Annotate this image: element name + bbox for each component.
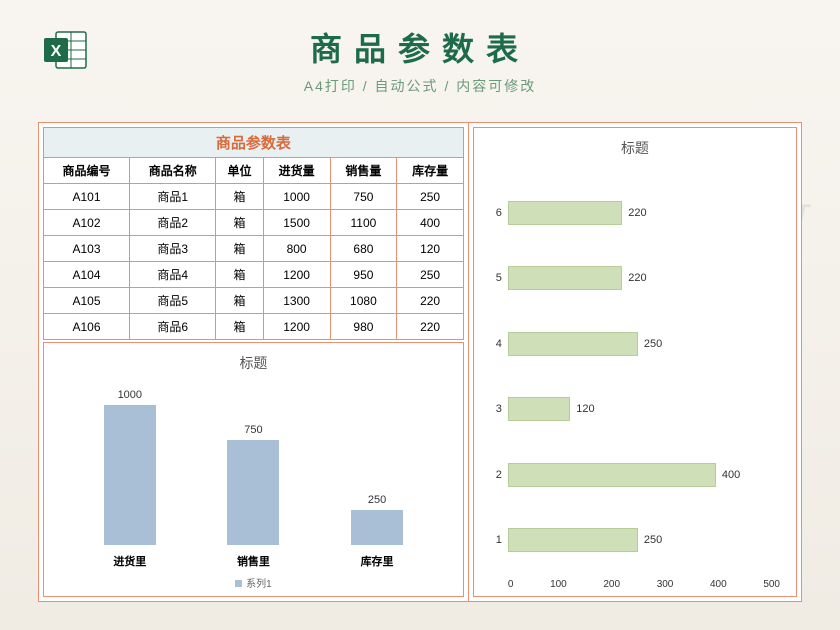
table-cell: 220	[397, 288, 463, 314]
table-row: A105商品5箱13001080220	[44, 288, 463, 314]
table-cell: 220	[397, 314, 463, 340]
vbar: 750销售里	[213, 424, 293, 569]
table-cell: 商品1	[130, 184, 216, 210]
table-row: A104商品4箱1200950250	[44, 262, 463, 288]
vchart-legend: 系列1	[50, 575, 457, 590]
data-table: 商品参数表 商品编号商品名称单位进货量销售量库存量 A101商品1箱100075…	[43, 127, 464, 340]
table-cell: 1100	[330, 210, 397, 236]
excel-icon: X	[42, 26, 90, 79]
table-cell: A105	[44, 288, 130, 314]
table-cell: 1500	[263, 210, 330, 236]
table-row: A103商品3箱800680120	[44, 236, 463, 262]
hchart-title: 标题	[480, 134, 790, 170]
table-header: 销售量	[330, 158, 397, 184]
svg-text:X: X	[51, 43, 62, 60]
table-cell: 250	[397, 184, 463, 210]
hbar: 5220	[508, 258, 780, 298]
table-cell: 商品2	[130, 210, 216, 236]
hbar: 4250	[508, 324, 780, 364]
table-header: 库存量	[397, 158, 463, 184]
table-cell: A101	[44, 184, 130, 210]
table-cell: 1200	[263, 314, 330, 340]
xtick: 300	[657, 579, 674, 590]
table-cell: 箱	[216, 184, 263, 210]
table-row: A106商品6箱1200980220	[44, 314, 463, 340]
table-cell: 950	[330, 262, 397, 288]
table-cell: 1200	[263, 262, 330, 288]
table-header: 进货量	[263, 158, 330, 184]
table-cell: 1300	[263, 288, 330, 314]
xtick: 500	[763, 579, 780, 590]
table-cell: 商品3	[130, 236, 216, 262]
table-cell: 箱	[216, 210, 263, 236]
hbar: 6220	[508, 193, 780, 233]
hbar: 2400	[508, 455, 780, 495]
xtick: 100	[550, 579, 567, 590]
vertical-bar-chart: 标题 1000进货里 750销售里 250库存里 系列1	[43, 342, 464, 597]
table-title: 商品参数表	[44, 128, 463, 158]
table-cell: 箱	[216, 288, 263, 314]
table-header: 单位	[216, 158, 263, 184]
table-cell: 400	[397, 210, 463, 236]
table-cell: A102	[44, 210, 130, 236]
table-cell: 680	[330, 236, 397, 262]
page-title: 商品参数表	[0, 24, 840, 70]
hbar: 3120	[508, 389, 780, 429]
table-cell: A106	[44, 314, 130, 340]
horizontal-bar-chart: 标题 6220 5220 4250 3120 2400 1250 0 100 200 300 40…	[473, 127, 797, 597]
vbar: 1000进货里	[90, 389, 170, 569]
spreadsheet-frame: 商品参数表 商品编号商品名称单位进货量销售量库存量 A101商品1箱100075…	[38, 122, 802, 602]
vbar: 250库存里	[337, 494, 417, 569]
table-cell: 箱	[216, 236, 263, 262]
hbar: 1250	[508, 520, 780, 560]
table-row: A102商品2箱15001100400	[44, 210, 463, 236]
table-cell: 商品4	[130, 262, 216, 288]
header: 商品参数表 A4打印 / 自动公式 / 内容可修改	[0, 0, 840, 104]
table-cell: 1080	[330, 288, 397, 314]
xtick: 400	[710, 579, 727, 590]
vchart-title: 标题	[50, 349, 457, 385]
table-cell: 120	[397, 236, 463, 262]
xtick: 200	[603, 579, 620, 590]
table-cell: 1000	[263, 184, 330, 210]
table-cell: 商品6	[130, 314, 216, 340]
table-cell: 980	[330, 314, 397, 340]
table-header: 商品名称	[130, 158, 216, 184]
table-cell: 800	[263, 236, 330, 262]
xtick: 0	[508, 579, 514, 590]
table-cell: 750	[330, 184, 397, 210]
page-subtitle: A4打印 / 自动公式 / 内容可修改	[0, 76, 840, 96]
table-cell: 商品5	[130, 288, 216, 314]
table-header: 商品编号	[44, 158, 130, 184]
table-cell: A104	[44, 262, 130, 288]
table-cell: 箱	[216, 314, 263, 340]
table-cell: A103	[44, 236, 130, 262]
table-cell: 箱	[216, 262, 263, 288]
table-row: A101商品1箱1000750250	[44, 184, 463, 210]
table-cell: 250	[397, 262, 463, 288]
